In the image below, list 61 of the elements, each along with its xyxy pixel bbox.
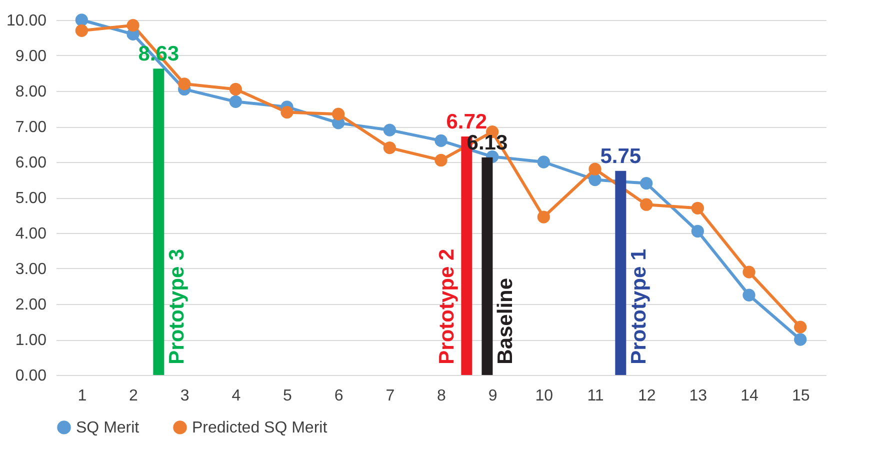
y-tick-label: 2.00 [15,296,47,314]
point [434,154,448,167]
x-tick-label: 1 [78,388,87,404]
x-tick-label: 10 [535,388,554,404]
point [537,156,550,168]
y-tick-label: 6.00 [15,154,47,172]
point [691,202,704,214]
y-tick-label: 4.00 [15,226,47,242]
x-tick-label: 14 [740,388,758,404]
point [126,19,140,32]
y-tick-label: 8.00 [15,84,47,100]
point [229,82,242,96]
x-tick-label: 13 [689,388,708,404]
point [75,24,88,37]
point [588,173,602,186]
data-label: 6.72 [446,110,488,134]
x-tick-label: 4 [232,388,241,404]
text: Baseline [494,278,518,364]
y-tick-label: 1.00 [15,332,47,349]
point [434,134,448,148]
point [537,210,550,224]
x-tick-label: 9 [488,388,498,404]
point [178,78,191,90]
y-tick-label: 5.00 [15,190,47,207]
x-tick-label: 5 [283,388,292,404]
point [280,106,294,119]
x-tick-label: 7 [386,388,395,404]
point [383,124,396,136]
point [742,266,756,278]
point [75,14,88,26]
data-label: 5.75 [600,144,642,168]
point [794,320,807,334]
x-tick-label: 2 [129,388,138,404]
point [588,162,602,176]
x-tick-label: 15 [792,388,810,404]
text: Prototype 1 [628,248,651,364]
y-tick-label: 9.00 [15,48,47,65]
y-tick-label: 7.00 [15,119,47,136]
y-tick-label: 3.00 [15,261,47,278]
text: Prototype 3 [166,248,189,364]
text: Prototype 2 [436,248,459,364]
legend-label: Predicted SQ Merit [192,419,328,436]
x-tick-label: 11 [587,388,604,404]
point [229,95,242,108]
legend-label: SQ Merit [76,419,140,436]
x-tick-label: 8 [437,388,446,404]
point [640,176,653,190]
point [691,224,704,238]
point [742,288,756,302]
point [640,198,653,211]
x-tick-label: 12 [638,388,656,404]
bar [153,68,164,375]
point [794,333,807,346]
x-tick-label: 3 [180,388,190,404]
bar [482,157,493,375]
y-tick-label: 10.00 [6,12,47,30]
point [383,141,396,154]
bar [615,170,626,375]
y-tick-label: 0.00 [15,368,47,384]
point [332,108,345,120]
x-tick-label: 6 [334,388,344,404]
